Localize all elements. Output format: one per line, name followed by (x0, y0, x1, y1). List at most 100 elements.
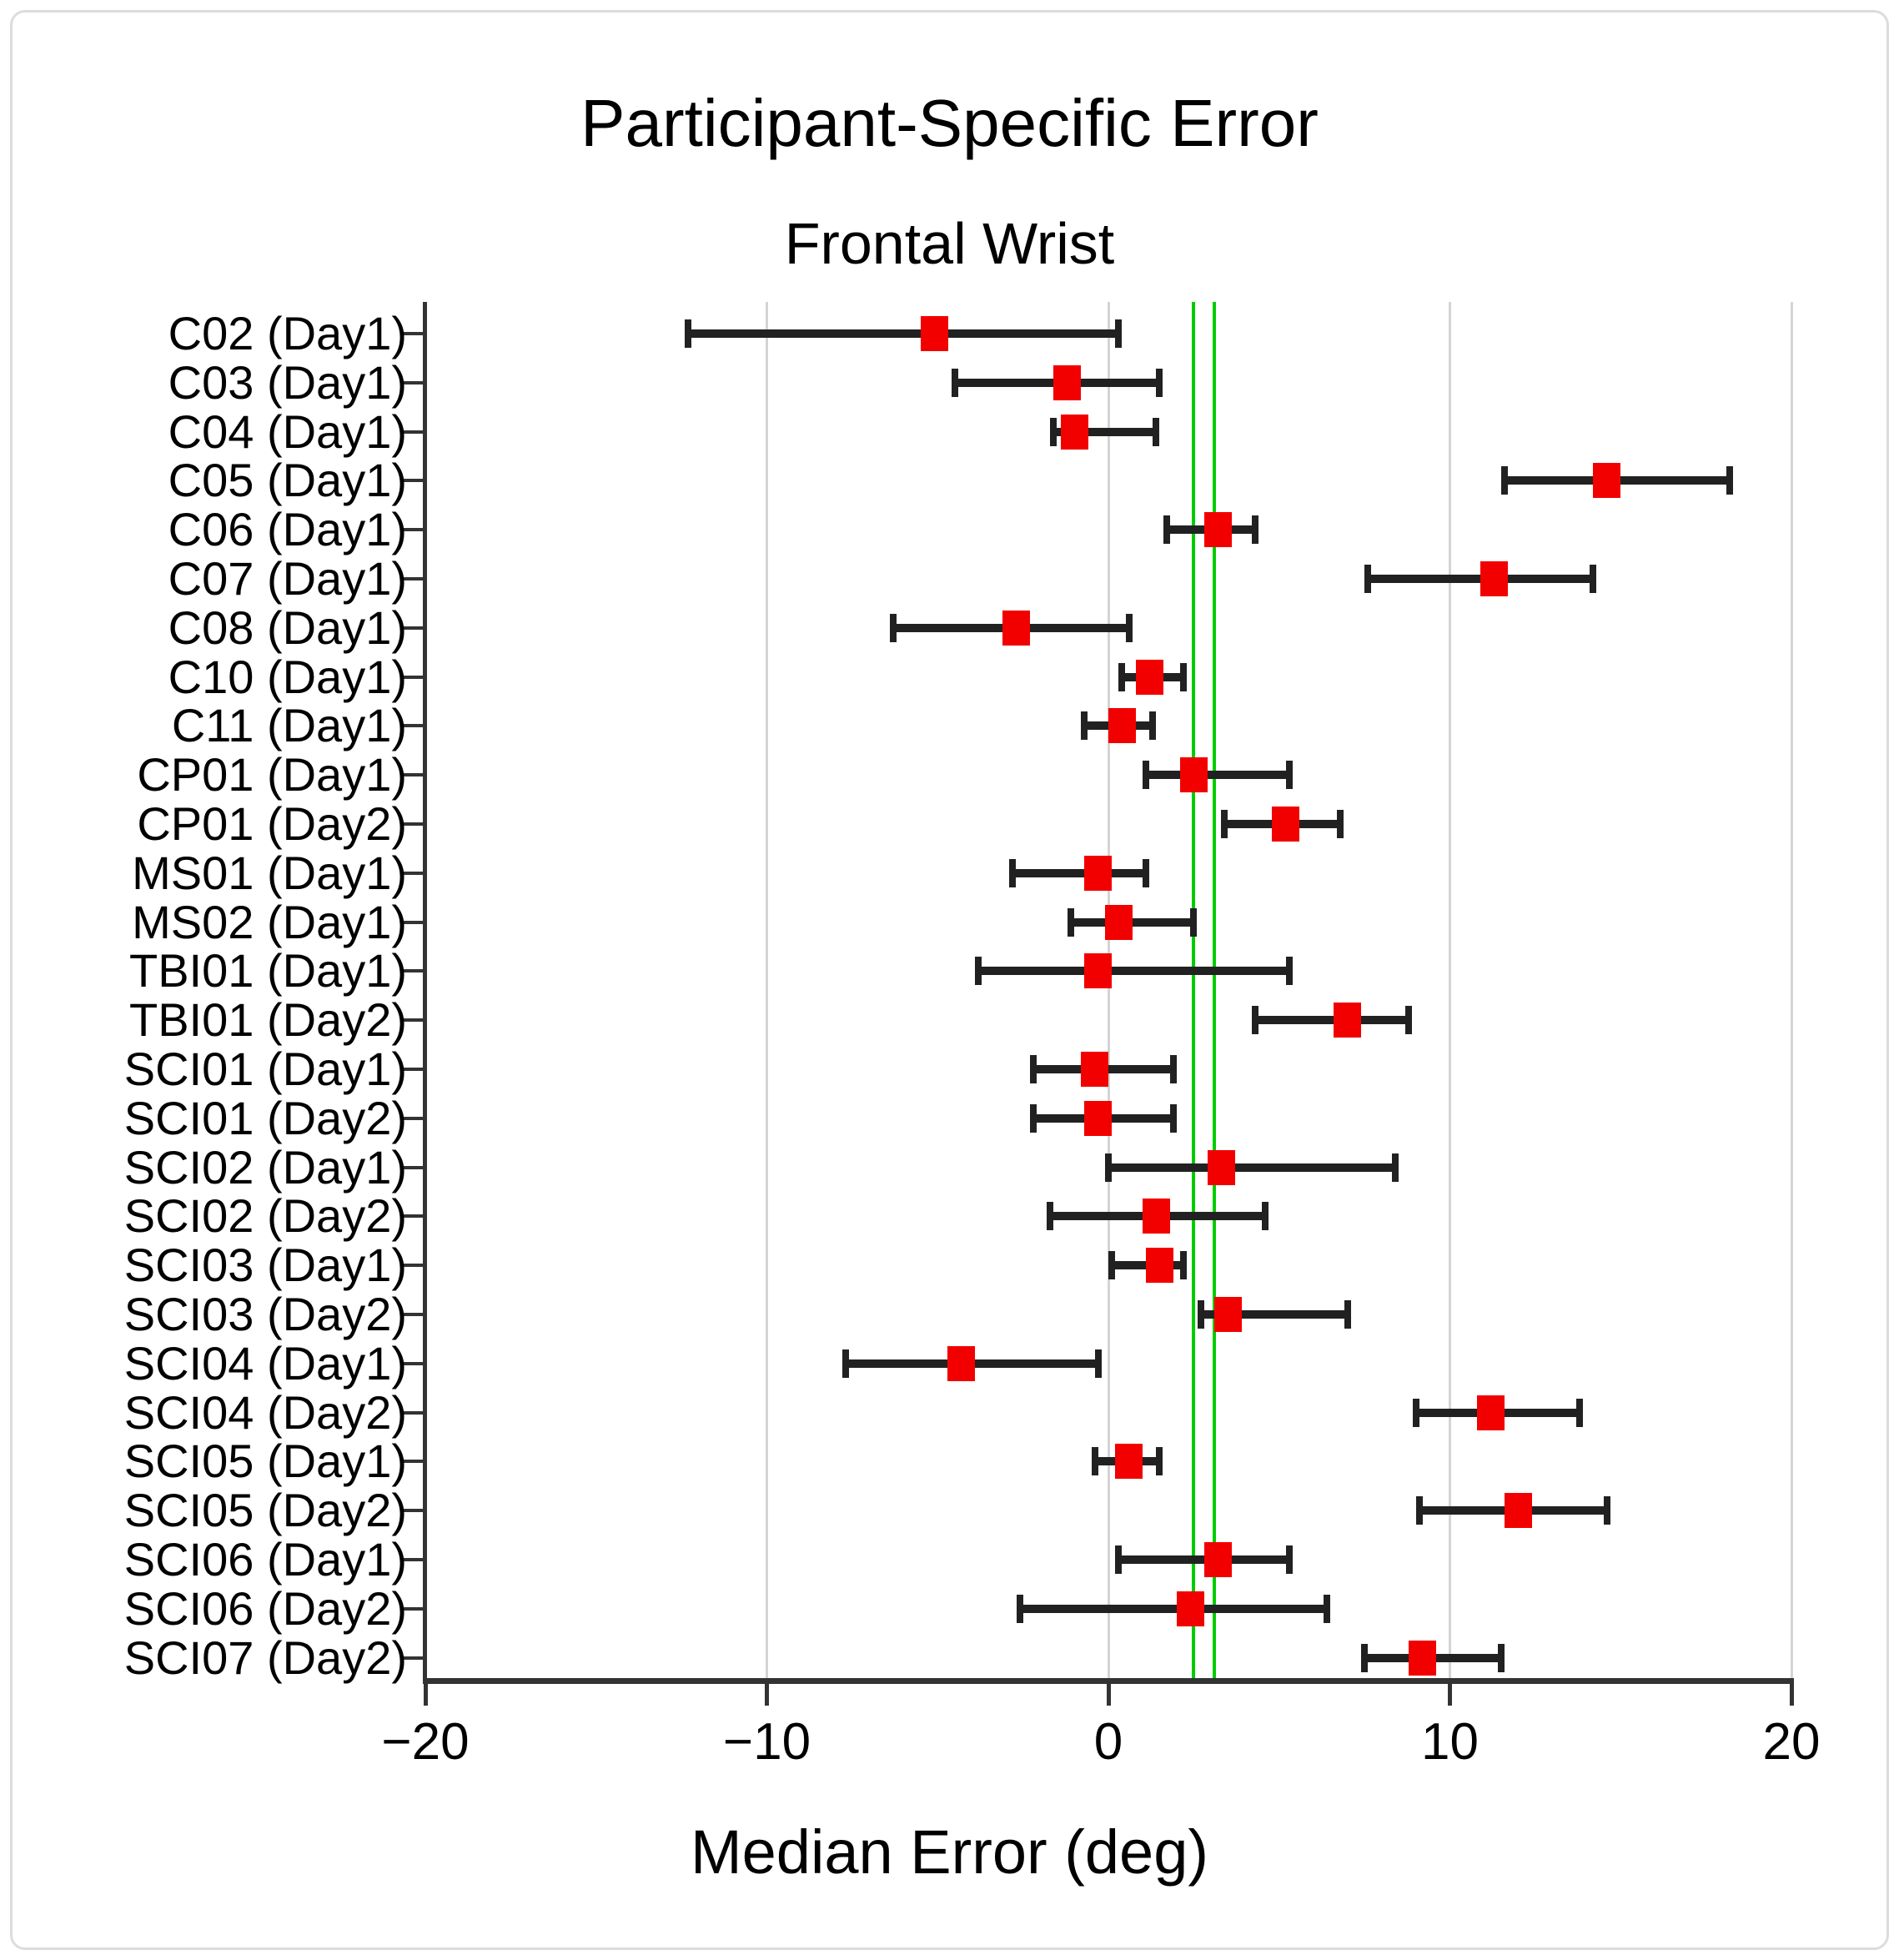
error-bar-cap (1344, 1300, 1351, 1329)
x-tick (1106, 1684, 1111, 1706)
data-marker (1176, 1591, 1204, 1626)
data-marker (1179, 757, 1208, 793)
chart-subtitle: Frontal Wrist (784, 211, 1115, 276)
error-bar-cap (1197, 1300, 1204, 1329)
error-bar-cap (1391, 1153, 1399, 1182)
x-tick (423, 1684, 428, 1706)
data-marker (1084, 855, 1113, 891)
y-tick (404, 1656, 425, 1660)
data-marker (1207, 1149, 1235, 1185)
x-tick (765, 1684, 769, 1706)
y-tick (404, 380, 425, 384)
error-bar (1053, 427, 1157, 436)
data-marker (1593, 463, 1621, 499)
data-marker (1135, 659, 1163, 695)
error-bar-cap (1067, 907, 1074, 937)
x-tick-label: 20 (1762, 1713, 1821, 1771)
error-bar-cap (1009, 858, 1017, 887)
error-bar-cap (1029, 1055, 1037, 1083)
error-bar (1200, 1310, 1348, 1319)
chart-title: Participant-Specific Error (580, 86, 1319, 160)
y-axis-label: CP01 (Day2) (137, 797, 407, 850)
y-axis-label: SCI05 (Day1) (123, 1435, 407, 1488)
data-marker (1477, 1395, 1505, 1430)
data-marker (1142, 1199, 1170, 1234)
error-bar-cap (1118, 662, 1126, 691)
error-bar-cap (1143, 858, 1150, 887)
y-tick (404, 724, 425, 728)
error-bar-cap (1262, 1202, 1269, 1231)
error-bar-cap (951, 368, 958, 397)
error-bar-cap (1149, 711, 1157, 741)
y-tick (404, 479, 425, 483)
y-axis-label: SCI03 (Day2) (123, 1288, 407, 1340)
y-tick (404, 1214, 425, 1219)
error-bar-cap (1156, 1447, 1163, 1476)
data-marker (1203, 1542, 1232, 1577)
y-axis-label: SCI02 (Day2) (123, 1189, 407, 1243)
y-tick (404, 1460, 425, 1464)
y-tick (404, 1509, 425, 1513)
data-marker (1115, 1444, 1143, 1480)
error-bar-cap (1115, 319, 1123, 348)
error-bar-cap (1603, 1496, 1610, 1525)
error-bar-cap (1252, 515, 1259, 545)
reference-line (1192, 302, 1196, 1681)
y-axis-label: C11 (Day1) (171, 699, 407, 752)
error-bar-cap (1047, 1202, 1054, 1231)
x-axis-title: Median Error (deg) (690, 1817, 1208, 1887)
error-bar-cap (1094, 1349, 1102, 1378)
error-bar-cap (1091, 1447, 1098, 1476)
data-marker (1104, 904, 1133, 940)
y-tick (404, 577, 425, 580)
y-tick (404, 822, 425, 826)
error-bar-cap (1163, 515, 1170, 545)
y-axis-label: C08 (Day1) (168, 601, 407, 654)
data-marker (1504, 1493, 1532, 1529)
x-tick-label: −20 (381, 1713, 470, 1771)
data-marker (1081, 1052, 1109, 1087)
error-bar-cap (1016, 1594, 1023, 1623)
y-tick (404, 773, 425, 777)
gridline (1790, 302, 1793, 1681)
y-tick (404, 1361, 425, 1365)
error-bar-cap (841, 1349, 849, 1378)
data-marker (920, 316, 948, 351)
y-axis-label: SCI03 (Day1) (123, 1239, 407, 1292)
y-tick (404, 871, 425, 875)
error-bar-cap (1415, 1496, 1423, 1525)
y-tick (404, 1264, 425, 1268)
error-bar (1146, 771, 1290, 780)
y-axis-label: SCI01 (Day1) (123, 1043, 407, 1095)
error-bar-cap (1412, 1398, 1419, 1427)
gridline (1107, 302, 1110, 1681)
y-axis-label: MS02 (Day1) (132, 895, 407, 948)
y-axis-label: TBI01 (Day2) (129, 993, 407, 1047)
error-bar-cap (685, 319, 692, 348)
data-marker (1203, 512, 1232, 548)
reference-line (1212, 302, 1216, 1681)
error-bar-cap (1180, 662, 1188, 691)
error-bar-cap (1153, 417, 1160, 446)
data-marker (1272, 807, 1300, 842)
y-tick (404, 1116, 425, 1120)
error-bar-cap (1125, 613, 1133, 642)
y-tick (404, 332, 425, 335)
data-marker (1084, 953, 1113, 989)
error-bar-cap (1286, 761, 1294, 790)
error-bar-cap (1497, 1643, 1505, 1672)
data-marker (1053, 364, 1082, 400)
data-marker (947, 1345, 976, 1381)
error-bar (1012, 868, 1147, 877)
gridline (1449, 302, 1451, 1681)
error-bar-cap (1590, 565, 1597, 593)
error-bar-cap (1143, 761, 1150, 790)
y-axis-label: C10 (Day1) (168, 650, 407, 703)
y-axis-label: SCI01 (Day2) (123, 1091, 407, 1144)
y-axis-label: C05 (Day1) (168, 454, 407, 507)
error-bar (1019, 1604, 1328, 1613)
y-tick (404, 626, 425, 630)
error-bar-cap (1105, 1153, 1112, 1182)
x-tick (1448, 1684, 1452, 1706)
